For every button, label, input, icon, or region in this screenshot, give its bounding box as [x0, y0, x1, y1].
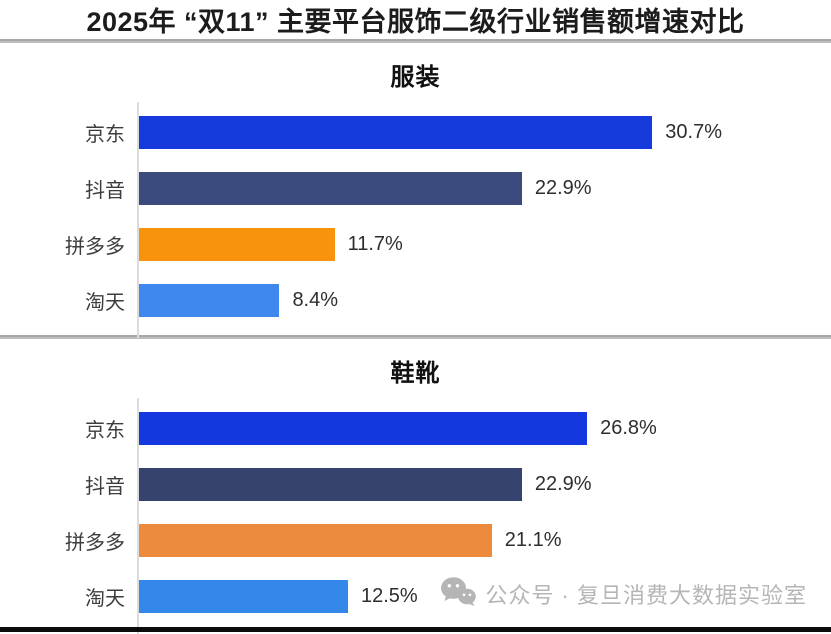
category-label: 京东	[85, 419, 125, 442]
bar-row: 京东 30.7%	[85, 104, 790, 160]
bar-row: 拼多多 11.7%	[65, 216, 790, 272]
bar-row: 京东 26.8%	[85, 400, 790, 456]
plot: 京东 30.7% 抖音 22.9% 拼多多 11.7% 淘天 8.4%	[65, 102, 790, 338]
bar	[139, 227, 335, 261]
chart-clothing: 服装 京东 30.7% 抖音 22.9% 拼多多 11.7% 淘天 8.4%	[0, 43, 831, 338]
value-label: 30.7%	[665, 120, 723, 143]
horizontal-divider	[0, 39, 831, 43]
category-label: 淘天	[85, 587, 125, 610]
bar	[139, 579, 348, 613]
category-label: 抖音	[85, 475, 125, 498]
bar-row: 淘天 8.4%	[85, 272, 790, 328]
bar-row: 拼多多 21.1%	[65, 512, 790, 568]
bottom-border	[0, 627, 831, 632]
category-label: 淘天	[85, 291, 125, 314]
bar	[139, 467, 522, 501]
category-label: 京东	[85, 123, 125, 146]
bar	[139, 115, 653, 149]
chart-title: 服装	[390, 64, 441, 91]
chart-title: 鞋靴	[390, 360, 441, 387]
category-label: 抖音	[85, 179, 125, 202]
bar-row: 抖音 22.9%	[85, 456, 790, 512]
page-title-bold: 服饰二级行业	[387, 7, 553, 37]
bar-row: 淘天 12.5%	[85, 568, 790, 624]
value-label: 8.4%	[292, 288, 339, 311]
chart-footwear: 鞋靴 京东 26.8% 抖音 22.9% 拼多多 21.1% 淘天 12.5% 公众号 · 复…	[0, 339, 831, 634]
value-label: 22.9%	[534, 472, 592, 495]
header: 2025年 “双11” 主要平台服饰二级行业销售额增速对比	[0, 0, 831, 39]
bar	[139, 171, 522, 205]
page-title: 2025年 “双11” 主要平台服饰二级行业销售额增速对比	[86, 0, 744, 39]
value-label: 11.7%	[347, 232, 403, 255]
bar-row: 抖音 22.9%	[85, 160, 790, 216]
value-label: 21.1%	[504, 528, 562, 551]
category-label: 拼多多	[65, 531, 125, 554]
value-label: 22.9%	[534, 176, 592, 199]
category-label: 拼多多	[65, 235, 125, 258]
page-title-prefix: 2025年 “双11” 主要平台	[86, 7, 388, 37]
value-label: 12.5%	[361, 584, 418, 607]
plot: 京东 26.8% 抖音 22.9% 拼多多 21.1% 淘天 12.5%	[65, 398, 790, 634]
page-title-suffix: 销售额增速对比	[552, 7, 745, 37]
horizontal-divider	[0, 335, 831, 339]
bar	[139, 523, 492, 557]
value-label: 26.8%	[600, 416, 657, 439]
bar	[139, 283, 280, 317]
bar	[139, 411, 588, 445]
